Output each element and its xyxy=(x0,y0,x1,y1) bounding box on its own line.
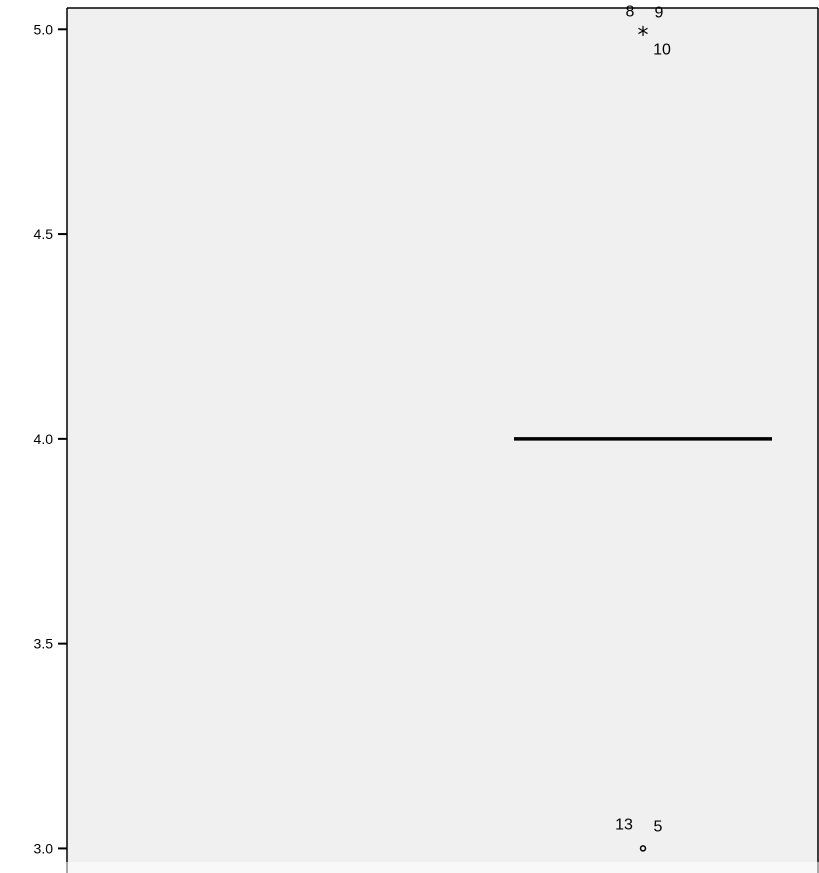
y-tick-label: 5.0 xyxy=(34,21,54,37)
case-label-9: 9 xyxy=(655,4,664,21)
case-label-5: 5 xyxy=(654,818,663,835)
case-label-13: 13 xyxy=(615,816,633,833)
bottom-fade-mask xyxy=(0,862,819,873)
y-tick-label: 3.0 xyxy=(34,840,54,856)
case-label-10: 10 xyxy=(653,41,671,58)
y-tick-label: 3.5 xyxy=(34,636,54,652)
outlier-circle xyxy=(639,845,647,852)
y-tick-label: 4.0 xyxy=(34,431,54,447)
case-label-8: 8 xyxy=(626,3,635,20)
extreme-outlier-star: * xyxy=(638,23,649,48)
y-axis: 3.0 3.5 4.0 4.5 5.0 xyxy=(34,7,819,873)
plot-marks: *8 9 10 13 5 xyxy=(514,3,772,852)
y-tick-label: 4.5 xyxy=(34,226,54,242)
